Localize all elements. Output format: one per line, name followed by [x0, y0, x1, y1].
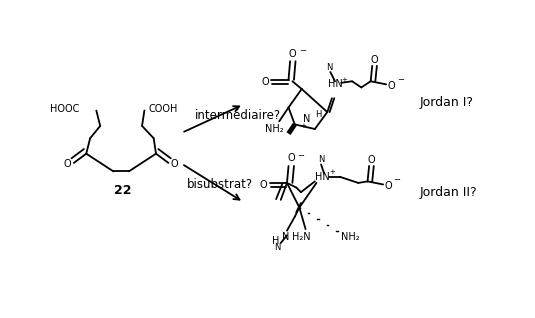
- Text: intermédiaire?: intermédiaire?: [195, 109, 281, 122]
- Text: O: O: [260, 180, 268, 190]
- Text: HOOC: HOOC: [50, 104, 79, 114]
- Text: HN: HN: [327, 80, 342, 89]
- Text: −: −: [394, 175, 401, 184]
- Text: NH₂: NH₂: [341, 232, 360, 242]
- Text: O: O: [64, 159, 72, 169]
- Text: NH₂: NH₂: [265, 124, 284, 134]
- Text: H: H: [315, 110, 321, 119]
- Text: O: O: [388, 81, 395, 91]
- Text: Jordan I?: Jordan I?: [419, 96, 473, 108]
- Text: HN: HN: [315, 172, 330, 182]
- Text: O: O: [368, 155, 375, 165]
- Text: H₂N: H₂N: [292, 232, 310, 242]
- Text: Jordan II?: Jordan II?: [419, 186, 477, 199]
- Text: N: N: [282, 232, 289, 242]
- Text: H: H: [272, 237, 279, 246]
- Text: COOH: COOH: [148, 104, 178, 114]
- Text: +: +: [300, 123, 306, 129]
- Text: N: N: [303, 114, 311, 124]
- Text: +: +: [329, 169, 335, 175]
- Text: 22: 22: [114, 184, 132, 197]
- Text: N: N: [318, 155, 324, 164]
- Text: +: +: [341, 77, 347, 83]
- Text: −: −: [299, 46, 306, 55]
- Text: O: O: [287, 153, 295, 163]
- Text: N: N: [274, 243, 281, 252]
- Text: N: N: [326, 63, 332, 72]
- Text: O: O: [171, 159, 178, 169]
- Text: O: O: [288, 49, 296, 59]
- Text: O: O: [262, 77, 269, 87]
- Text: bisubstrat?: bisubstrat?: [187, 178, 253, 191]
- Text: O: O: [371, 55, 378, 65]
- Text: −: −: [297, 151, 304, 160]
- Text: −: −: [396, 75, 403, 84]
- Text: O: O: [385, 181, 392, 191]
